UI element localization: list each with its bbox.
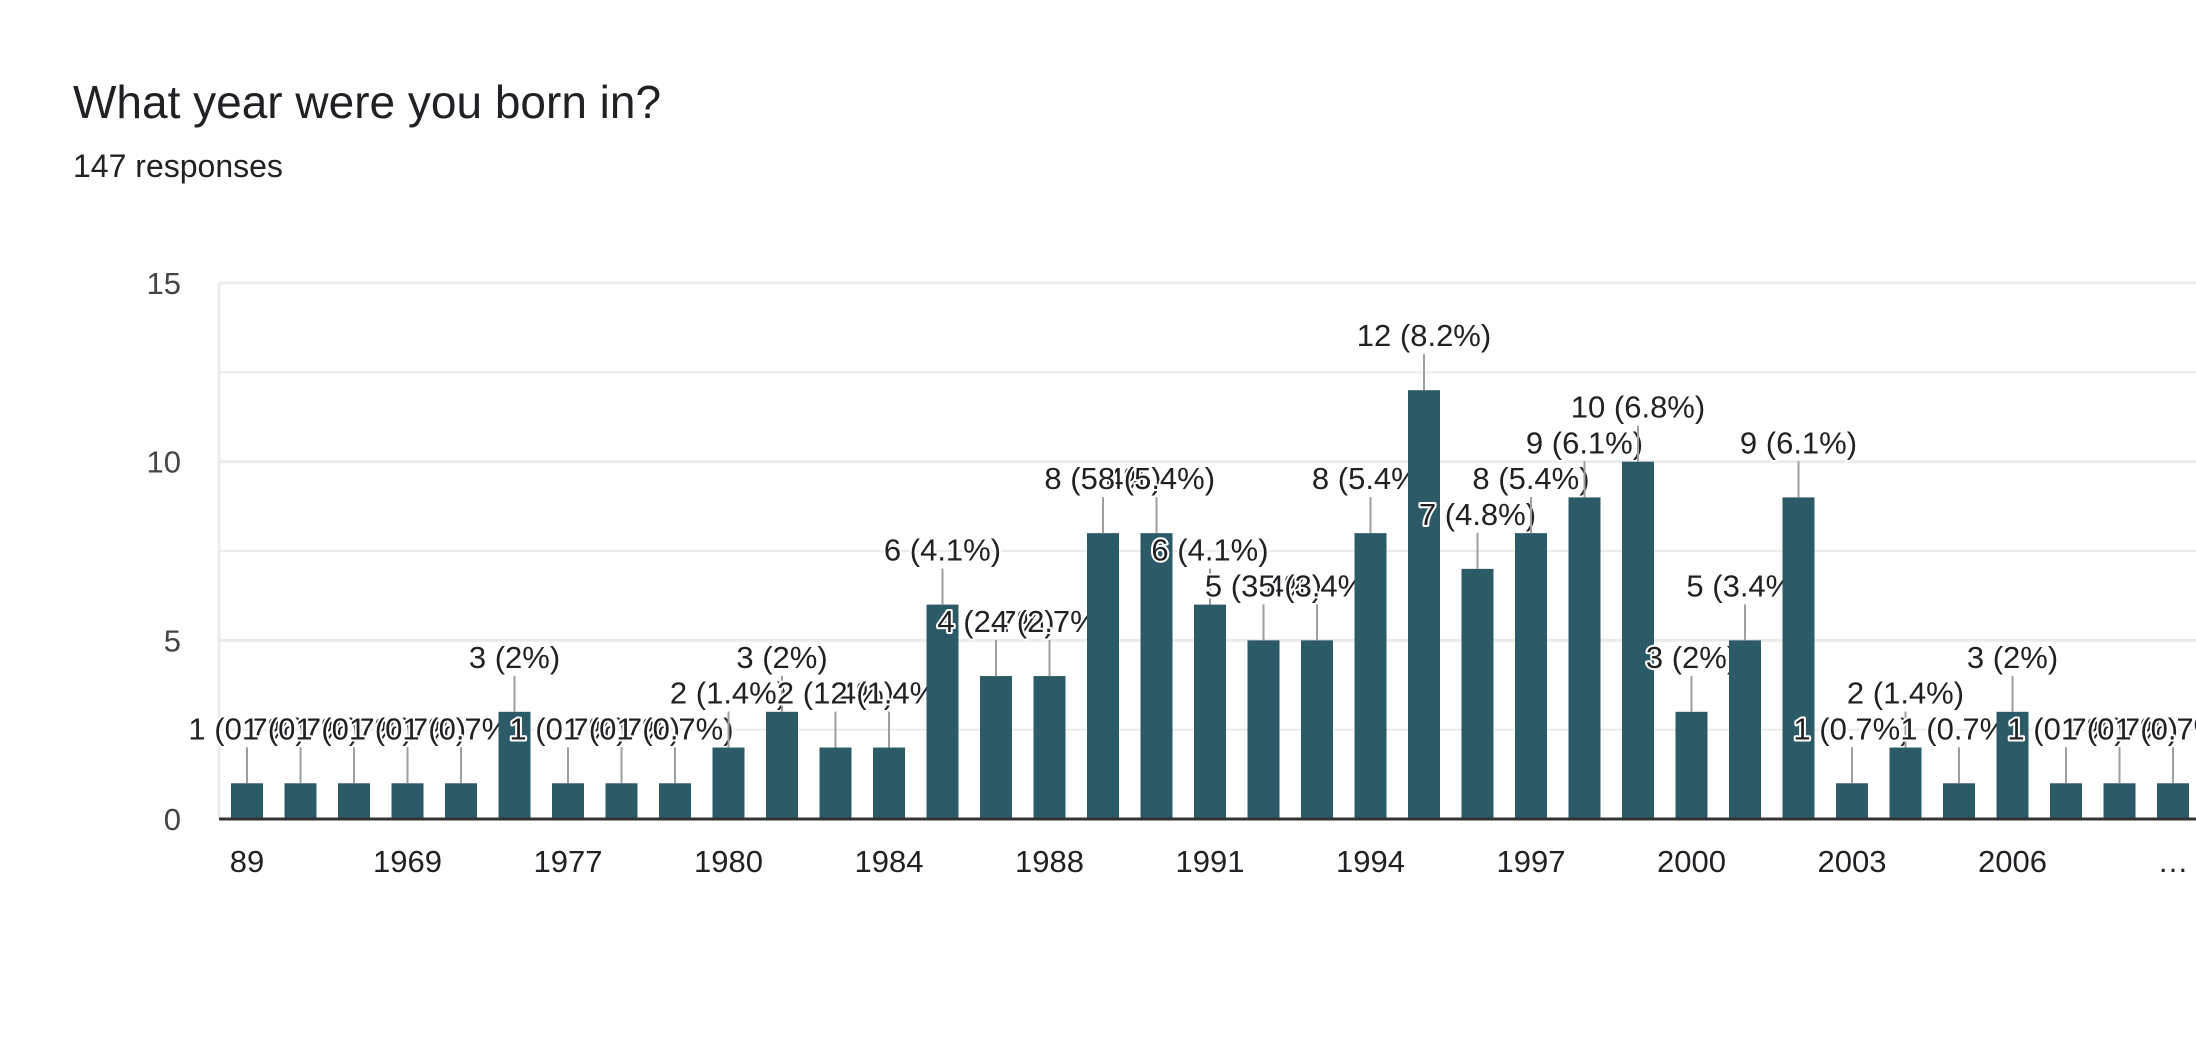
data-label: 8 (5.4%) [1098,461,1215,496]
data-label: 8 (5.4%) [1044,461,1161,496]
bar [445,783,477,819]
data-label: 8 (5.4%) [1472,461,1589,496]
bar [284,783,317,819]
bar [1568,497,1601,819]
bar [873,747,905,819]
bar [766,711,798,819]
data-label: 1 (0.7%) [616,711,733,746]
bar [1408,390,1440,819]
x-tick-label: 1969 [373,844,442,879]
bar [605,783,638,819]
bar [1033,676,1066,819]
x-tick-label: 1980 [694,844,763,879]
bar [926,604,959,819]
data-label: 1 (0.7%) [563,711,680,746]
bar [2157,783,2189,819]
data-label: 5 (3.4%) [1205,568,1322,603]
bar [712,747,745,819]
bar [659,783,691,819]
x-tick-label: 1991 [1176,844,1245,879]
data-label: 3 (2%) [1646,640,1737,675]
data-label: 9 (6.1%) [1526,425,1643,460]
bar [338,783,370,819]
data-label: 1 (0.7%) [2114,711,2196,746]
data-label: 1 (0.7%) [349,711,466,746]
y-tick-label: 10 [147,445,181,480]
bar [819,747,852,819]
question-title: What year were you born in? [73,76,662,128]
x-tick-label: 1984 [855,844,924,879]
data-label: 12 (8.2%) [1357,318,1491,353]
bar [552,783,584,819]
bar [1622,461,1654,819]
data-label: 2 (1.4%) [1847,676,1964,711]
data-label: 3 (2%) [736,640,827,675]
x-tick-label: 2003 [1818,844,1887,879]
bar [980,676,1012,819]
data-label: 1 (0.7%) [2061,711,2178,746]
bar [2103,783,2136,819]
y-tick-label: 15 [147,266,181,301]
data-label: 9 (6.1%) [1740,425,1857,460]
data-label: 4 (2.7%) [937,604,1054,639]
bar [1782,497,1815,819]
bar [1836,783,1868,819]
bar [1354,533,1387,819]
x-tick-label: … [2158,844,2189,879]
data-label: 1 (0.7%) [295,711,412,746]
x-tick-label: 1977 [534,844,603,879]
x-tick-label: 1994 [1336,844,1405,879]
data-label: 6 (4.1%) [1151,533,1268,568]
bar [1996,711,2029,819]
bar [1675,711,1708,819]
data-label: 7 (4.8%) [1419,497,1536,532]
x-tick-label: 89 [230,844,264,879]
bar [1515,533,1547,819]
bar [1247,640,1280,819]
response-count: 147 responses [73,148,283,184]
bar [1729,640,1761,819]
data-label: 1 (0.7%) [509,711,626,746]
data-label: 1 (0.7%) [242,711,359,746]
bar [1889,747,1922,819]
x-tick-label: 1997 [1497,844,1566,879]
data-label: 6 (4.1%) [884,533,1001,568]
data-label: 1 (0.7%) [2007,711,2124,746]
data-label: 1 (0.7%) [188,711,305,746]
bar [2050,783,2082,819]
x-tick-label: 2006 [1978,844,2047,879]
data-label: 2 (1.4%) [670,676,787,711]
bar [1943,783,1975,819]
bar [1140,533,1173,819]
data-label: 10 (6.8%) [1571,390,1705,425]
bar [391,783,424,819]
y-tick-label: 0 [164,802,181,837]
data-label: 1 (0.7%) [1793,711,1910,746]
data-label: 3 (2%) [1967,640,2058,675]
bar [1301,640,1333,819]
y-tick-label: 5 [164,623,181,658]
bar [1087,533,1119,819]
x-tick-label: 2000 [1657,844,1726,879]
bar [1461,568,1494,819]
bar [1194,604,1226,819]
data-label: 3 (2%) [469,640,560,675]
x-tick-label: 1988 [1015,844,1084,879]
data-label: 2 (1.4%) [777,676,894,711]
bar [498,711,531,819]
bar [231,783,263,819]
